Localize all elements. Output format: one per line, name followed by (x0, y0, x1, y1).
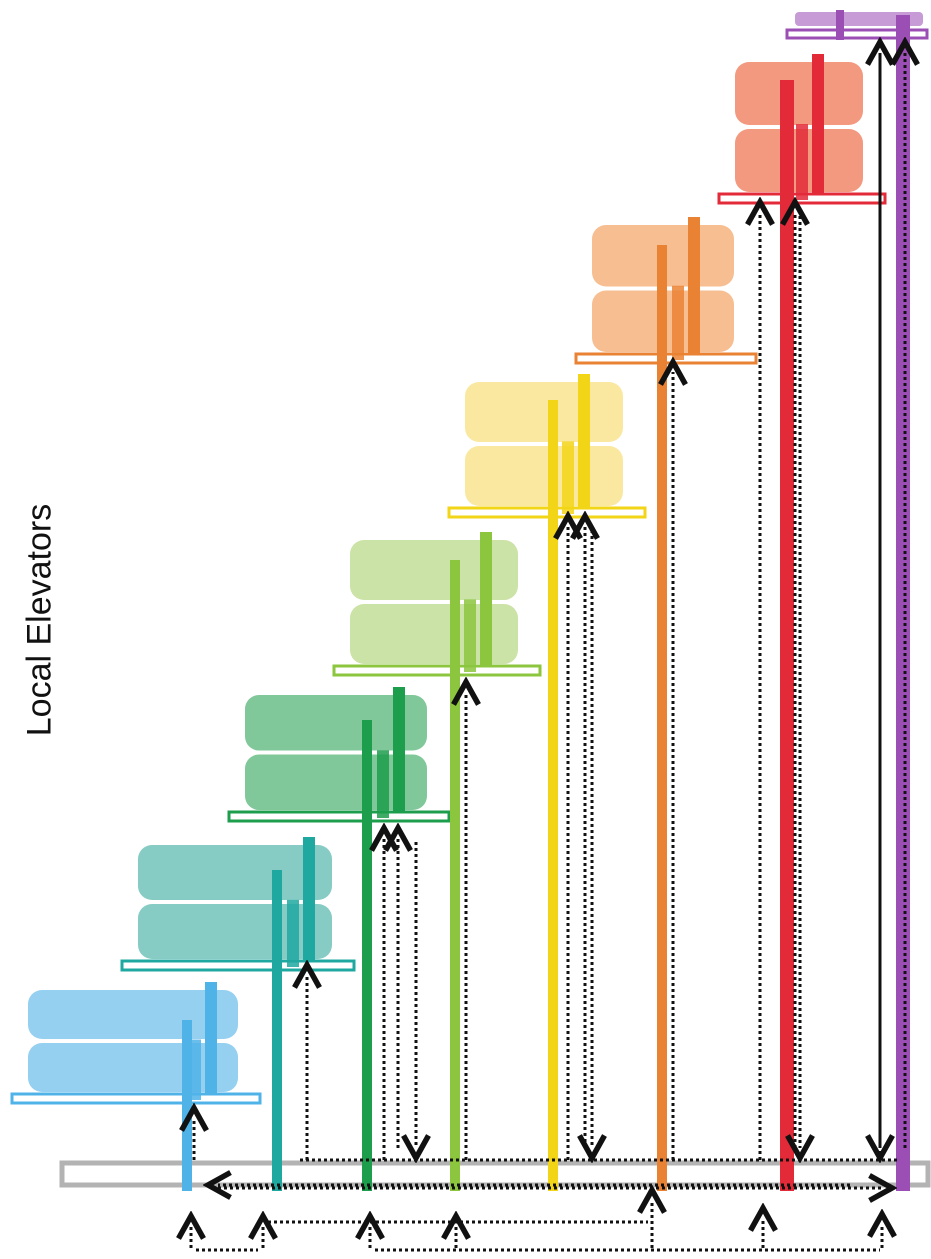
floor-block-lower (138, 904, 332, 959)
express-elevator-shaft (272, 870, 282, 1191)
floor-block-top (795, 12, 923, 26)
transfer-floor-slab (227, 810, 451, 823)
floor-block-upper (735, 62, 863, 125)
transfer-floor-slab (10, 1092, 262, 1105)
local-elevator-shaft (205, 982, 217, 1094)
express-elevator-shaft (182, 1020, 192, 1191)
local-elevator-shaft (480, 532, 492, 666)
local-elevator-car (562, 441, 574, 514)
local-elevator-shaft (578, 374, 590, 508)
floor-block-upper (245, 695, 427, 751)
local-elevator-shaft (688, 217, 700, 354)
local-elevator-car (377, 750, 389, 818)
local-elevator-shaft (393, 687, 405, 812)
express-elevator-shaft (450, 560, 460, 1191)
transfer-floor-slab (332, 664, 542, 677)
floor-block-upper (138, 845, 332, 900)
floor-block-upper (350, 540, 518, 600)
floor-block-upper (465, 382, 623, 442)
local-elevator-car (464, 599, 476, 672)
transfer-floor-slab (785, 28, 929, 40)
local-elevator-shaft (812, 54, 824, 194)
express-elevator-shaft (362, 720, 372, 1191)
floor-block-lower (350, 604, 518, 664)
transfer-floor-slab (120, 959, 356, 972)
express-elevator-shaft (896, 15, 910, 1191)
express-elevator-shaft (657, 245, 667, 1191)
local-elevator-shaft (836, 10, 844, 40)
local-elevator-shaft (303, 837, 315, 961)
local-elevator-car (796, 124, 808, 200)
local-elevator-car (287, 899, 299, 967)
transfer-floor-slab (447, 506, 647, 519)
express-elevator-shaft (548, 400, 558, 1191)
express-elevator-shaft (780, 80, 794, 1191)
local-elevator-car (672, 285, 684, 360)
floor-block-lower (465, 446, 623, 506)
